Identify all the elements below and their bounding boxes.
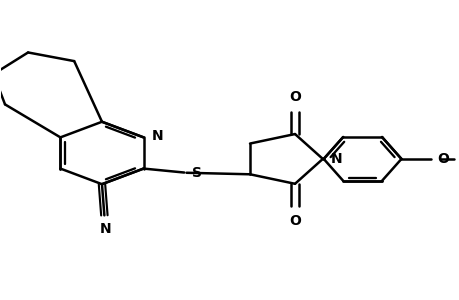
Text: N: N [99, 222, 111, 236]
Text: O: O [288, 90, 300, 104]
Text: O: O [436, 152, 448, 166]
Text: O: O [288, 214, 300, 227]
Text: N: N [330, 152, 342, 166]
Text: S: S [191, 167, 201, 180]
Text: N: N [151, 130, 162, 143]
